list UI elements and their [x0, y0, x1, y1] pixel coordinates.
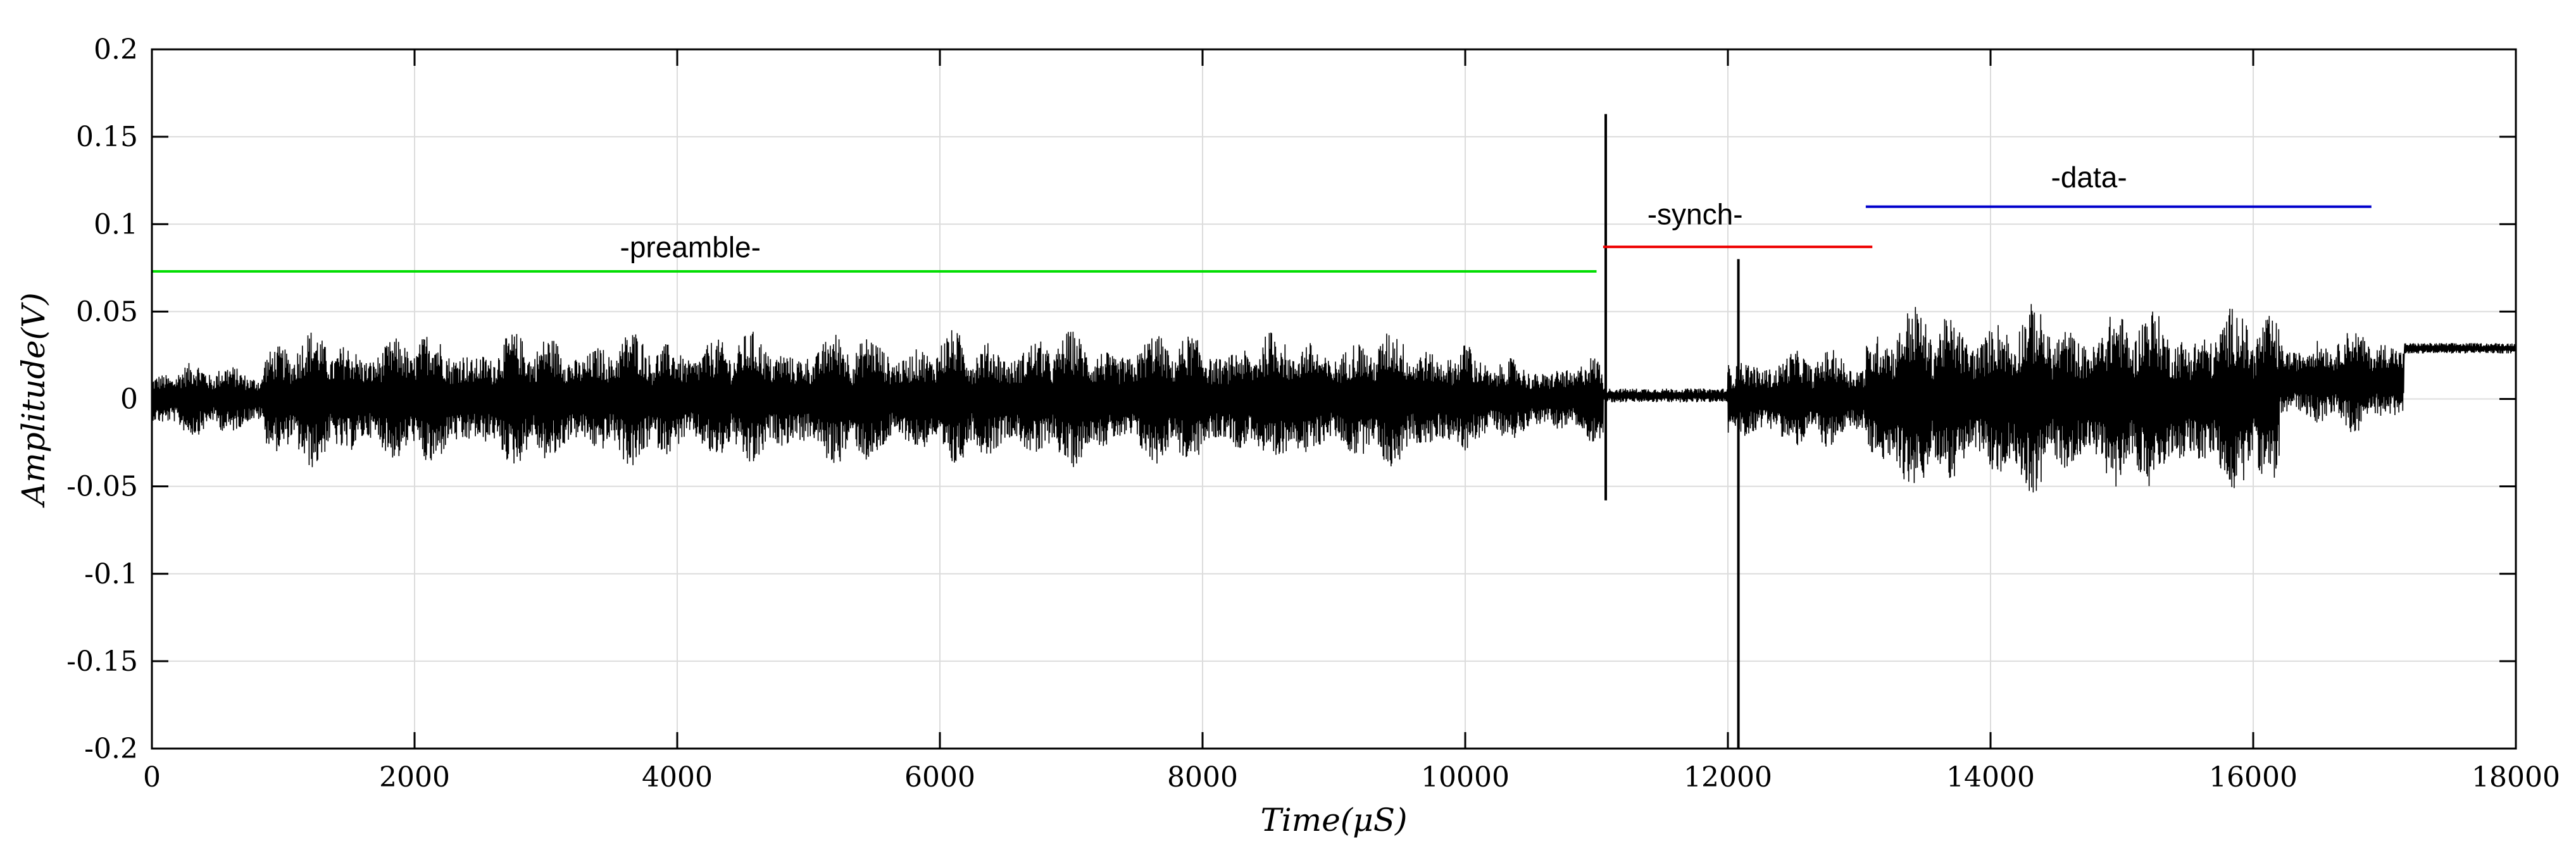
x-tick-label: 4000 — [642, 761, 713, 793]
annotation-label: -synch- — [1648, 197, 1743, 230]
x-tick-label: 10000 — [1421, 761, 1510, 793]
x-axis-label: Time(μS) — [1260, 802, 1407, 838]
y-tick-label: -0.1 — [84, 558, 138, 590]
y-tick-label: 0.05 — [76, 296, 138, 328]
x-tick-label: 16000 — [2209, 761, 2298, 793]
x-tick-label: 2000 — [379, 761, 450, 793]
y-tick-label: -0.15 — [66, 645, 138, 678]
plot-frame — [151, 48, 2517, 750]
x-tick-label: 14000 — [1946, 761, 2035, 793]
annotation-label: -preamble- — [620, 231, 761, 264]
y-tick-label: 0.1 — [94, 208, 138, 240]
y-tick-label: 0.2 — [94, 34, 138, 66]
y-tick-label: 0 — [120, 383, 138, 416]
y-axis-label: Amplitude(V) — [15, 292, 52, 508]
y-tick-label: -0.05 — [66, 471, 138, 503]
x-tick-label: 6000 — [904, 761, 975, 793]
x-tick-label: 0 — [143, 761, 161, 793]
axis-ticks: 0 2000 4000 6000 8000 10000 12000 14000 16000 180… — [66, 34, 2560, 793]
annotations: -preamble- -synch- -data- — [620, 161, 2127, 264]
annotation-label: -data- — [2051, 161, 2127, 194]
signal-line — [151, 304, 2517, 493]
y-tick-label: 0.15 — [76, 121, 138, 153]
y-tick-label: -0.2 — [84, 733, 138, 765]
x-tick-label: 8000 — [1167, 761, 1238, 793]
signal-waveform — [151, 114, 2517, 749]
segment-markers — [152, 205, 2372, 273]
x-tick-label: 12000 — [1684, 761, 1772, 793]
x-tick-label: 18000 — [2472, 761, 2560, 793]
